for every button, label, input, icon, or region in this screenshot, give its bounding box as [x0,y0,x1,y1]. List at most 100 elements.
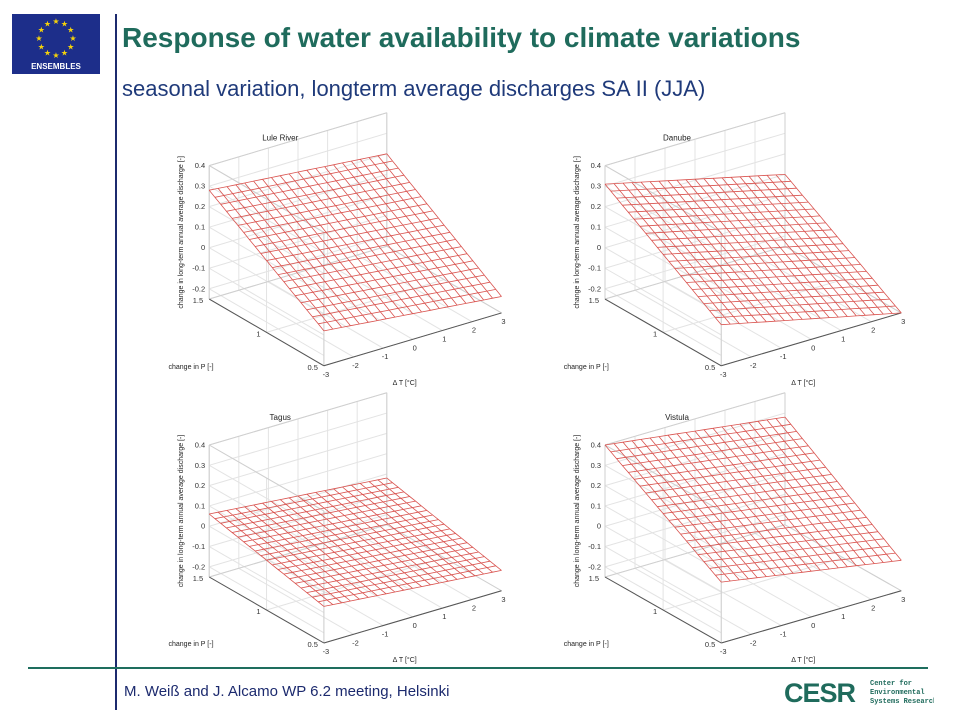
z-axis-label: change in long-term annual average disch… [574,435,581,588]
surface-mesh [208,153,502,332]
t-tick-label: -1 [382,630,389,639]
mesh-line [748,176,866,316]
p-tick-label: 0.5 [307,363,317,372]
p-tick-label: 0.5 [705,363,715,372]
z-tick-label: 0.2 [591,481,601,490]
t-tick-label: -1 [780,352,787,361]
axis-edge [604,245,786,300]
surface-mesh [208,477,502,607]
mesh-line [333,164,449,308]
z-tick-labels: -0.2 -0.1 0 0.1 0.2 0.3 0.4 [192,441,205,572]
mesh-line [235,508,351,602]
surface-plot-tagus: -0.2 -0.1 0 0.1 0.2 0.3 0.4 0.5 1 1.5 -3 -2 -1 0 1 2 3 Ta… [150,390,520,665]
mesh-line [622,441,740,581]
mesh-line [721,177,839,318]
z-tick-label: -0.2 [588,284,601,293]
mesh-line [253,180,369,323]
mesh-line [721,559,902,583]
page-subtitle: seasonal variation, longterm average dis… [122,76,706,101]
z-tick-label: 0.4 [195,441,205,450]
t-axis-label: Δ T [°C] [791,656,815,664]
plot-title: Vistula [665,413,689,422]
grid-lines [208,112,502,367]
surface-plot-lule-river: -0.2 -0.1 0 0.1 0.2 0.3 0.4 0.5 1 1.5 -3 -2 -1 0 1 2 3 Lu… [150,110,520,388]
t-axis-line [721,590,902,644]
z-tick-label: -0.1 [192,542,205,551]
axis-box [208,392,502,644]
mesh-line [226,510,342,604]
t-axis-line [323,590,502,644]
mesh-line [351,484,467,578]
z-axis-label: change in long-term annual average disch… [574,156,581,309]
logo-text: ENSEMBLES [31,62,81,71]
p-tick-label: 0.5 [307,640,317,649]
p-tick-labels: 0.5 1 1.5 [589,296,716,372]
logo-star-icon: ★ [52,17,59,26]
logo-star-icon: ★ [67,43,74,52]
z-tick-label: 0 [597,522,601,531]
p-axis-line [208,576,325,644]
mesh-line [757,421,875,564]
plot-title: Danube [663,133,692,142]
mesh-line [279,499,396,593]
z-tick-label: -0.2 [588,562,601,571]
mesh-line [315,492,431,586]
mesh-line [631,182,749,324]
mesh-line [775,174,893,314]
mesh-line [721,426,839,569]
mesh-line [775,418,893,562]
surface-mesh [604,416,902,583]
axis-edge [784,524,902,592]
z-tick-label: -0.1 [588,542,601,551]
axis-edge [209,392,387,446]
plot-title: Tagus [270,413,291,422]
mesh-line [649,181,767,323]
p-tick-labels: 0.5 1 1.5 [193,574,318,649]
p-tick-label: 1.5 [589,574,599,583]
axis-edge [208,165,325,233]
t-tick-label: -2 [352,638,359,647]
mesh-line [315,168,431,311]
t-tick-label: -3 [720,370,727,379]
mesh-line [757,175,875,315]
mesh-line [676,433,794,574]
axis-edge [604,112,786,167]
mesh-line [271,177,387,320]
p-axis-label: change in P [-] [169,364,214,371]
mesh-line [730,177,848,317]
logo-star-icon: ★ [38,43,45,52]
grid-line [266,557,445,611]
z-tick-label: 0.1 [591,501,601,510]
t-axis-label: Δ T [°C] [393,379,417,387]
chart-svg: -0.2 -0.1 0 0.1 0.2 0.3 0.4 0.5 1 1.5 -3 -2 -1 0 1 2 3 Da… [564,112,905,387]
t-tick-label: 3 [501,595,505,604]
mesh-line [253,504,369,598]
logo-star-icon: ★ [44,19,51,28]
mesh-line [685,432,803,573]
t-tick-label: -2 [750,638,757,647]
axis-edge [386,524,502,592]
mesh-line [368,157,485,301]
mesh-line [217,511,334,605]
mesh-line [377,479,493,573]
z-tick-labels: -0.2 -0.1 0 0.1 0.2 0.3 0.4 [588,441,601,572]
mesh-line [297,171,414,314]
chart-svg: -0.2 -0.1 0 0.1 0.2 0.3 0.4 0.5 1 1.5 -3 -2 -1 0 1 2 3 Lu… [169,112,506,387]
vertical-rule [115,14,117,710]
mesh-line [324,490,440,584]
mesh-line [359,483,476,577]
p-axis-line [604,576,722,644]
mesh-line [613,183,731,325]
mesh-line [368,481,484,575]
mesh-line [649,437,767,577]
p-tick-label: 1 [653,329,657,338]
mesh-line [324,166,440,309]
mesh-line [342,486,458,580]
mesh-line [748,422,866,565]
t-tick-labels: -3 -2 -1 0 1 2 3 [323,317,506,379]
p-tick-label: 1 [653,607,657,616]
mesh-line [288,173,405,316]
t-tick-labels: -3 -2 -1 0 1 2 3 [323,595,506,656]
t-tick-label: 0 [413,343,417,352]
mesh-line [676,179,794,321]
